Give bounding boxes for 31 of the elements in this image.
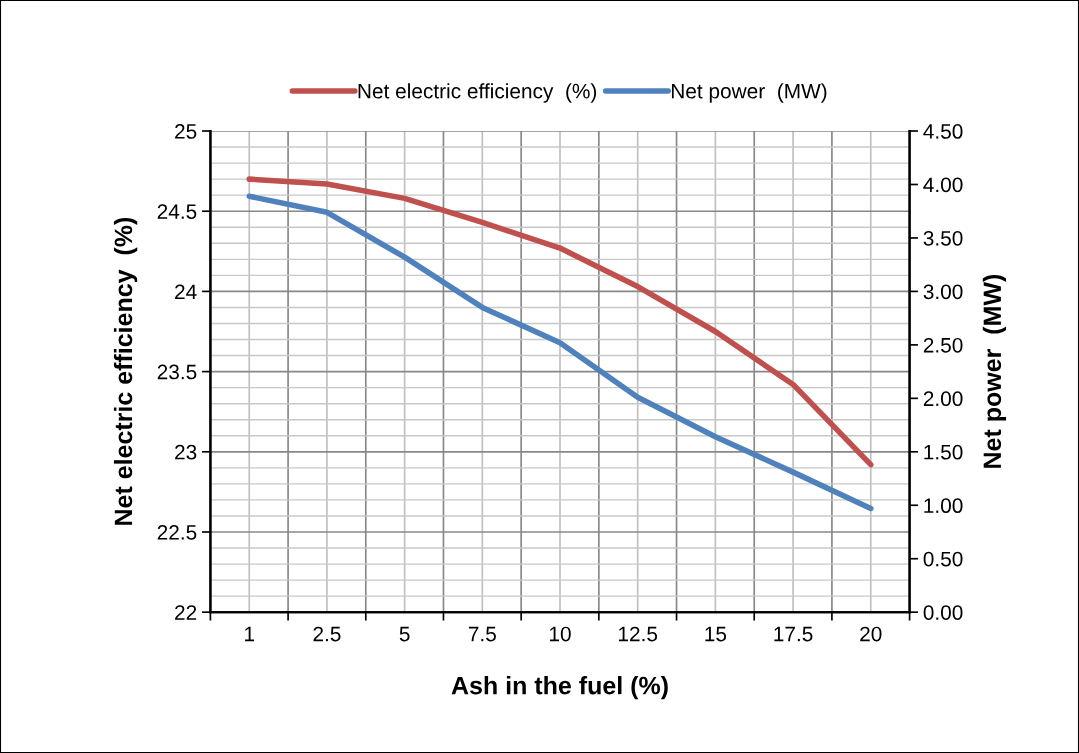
y-tick-label: 23 — [175, 444, 197, 460]
y2-tick-label: 1.00 — [924, 498, 963, 514]
y-tick-label: 24.5 — [157, 204, 197, 219]
y2-axis-title: Net power (MW) — [982, 274, 1007, 468]
legend-label: Net electric efficiency (%) — [358, 83, 597, 103]
x-axis-title: Ash in the fuel (%) — [451, 676, 668, 700]
y2-tick-label: 1.50 — [924, 444, 963, 460]
x-tick-label: 17.5 — [774, 626, 813, 642]
x-tick-label: 20 — [860, 626, 882, 642]
y-tick-label: 22 — [175, 605, 197, 620]
y2-tick-label: 3.00 — [923, 284, 963, 300]
y-tick-label: 22.5 — [157, 525, 197, 540]
x-tick-label: 7.5 — [468, 626, 496, 642]
y2-tick-label: 2.50 — [923, 337, 963, 353]
x-tick-label: 5 — [399, 626, 410, 642]
x-tick-label: 15 — [705, 626, 727, 642]
y2-tick-label: 4.00 — [923, 177, 963, 193]
x-tick-label: 12.5 — [619, 626, 658, 642]
y2-tick-label: 4.50 — [923, 124, 963, 139]
y2-tick-label: 3.50 — [923, 230, 963, 246]
y-axis-title: Net electric efficiency (%) — [113, 217, 138, 525]
y-tick-label: 23.5 — [157, 364, 197, 380]
legend-label: Net power (MW) — [671, 83, 827, 103]
y2-tick-label: 0.00 — [923, 605, 963, 620]
y-tick-label: 24 — [175, 284, 197, 299]
x-tick-label: 10 — [550, 626, 571, 642]
y-tick-label: 25 — [175, 124, 197, 139]
y2-tick-label: 2.00 — [923, 391, 963, 407]
y2-tick-label: 0.50 — [923, 551, 963, 567]
x-tick-label: 1 — [245, 626, 255, 642]
x-tick-label: 2.5 — [313, 626, 341, 642]
